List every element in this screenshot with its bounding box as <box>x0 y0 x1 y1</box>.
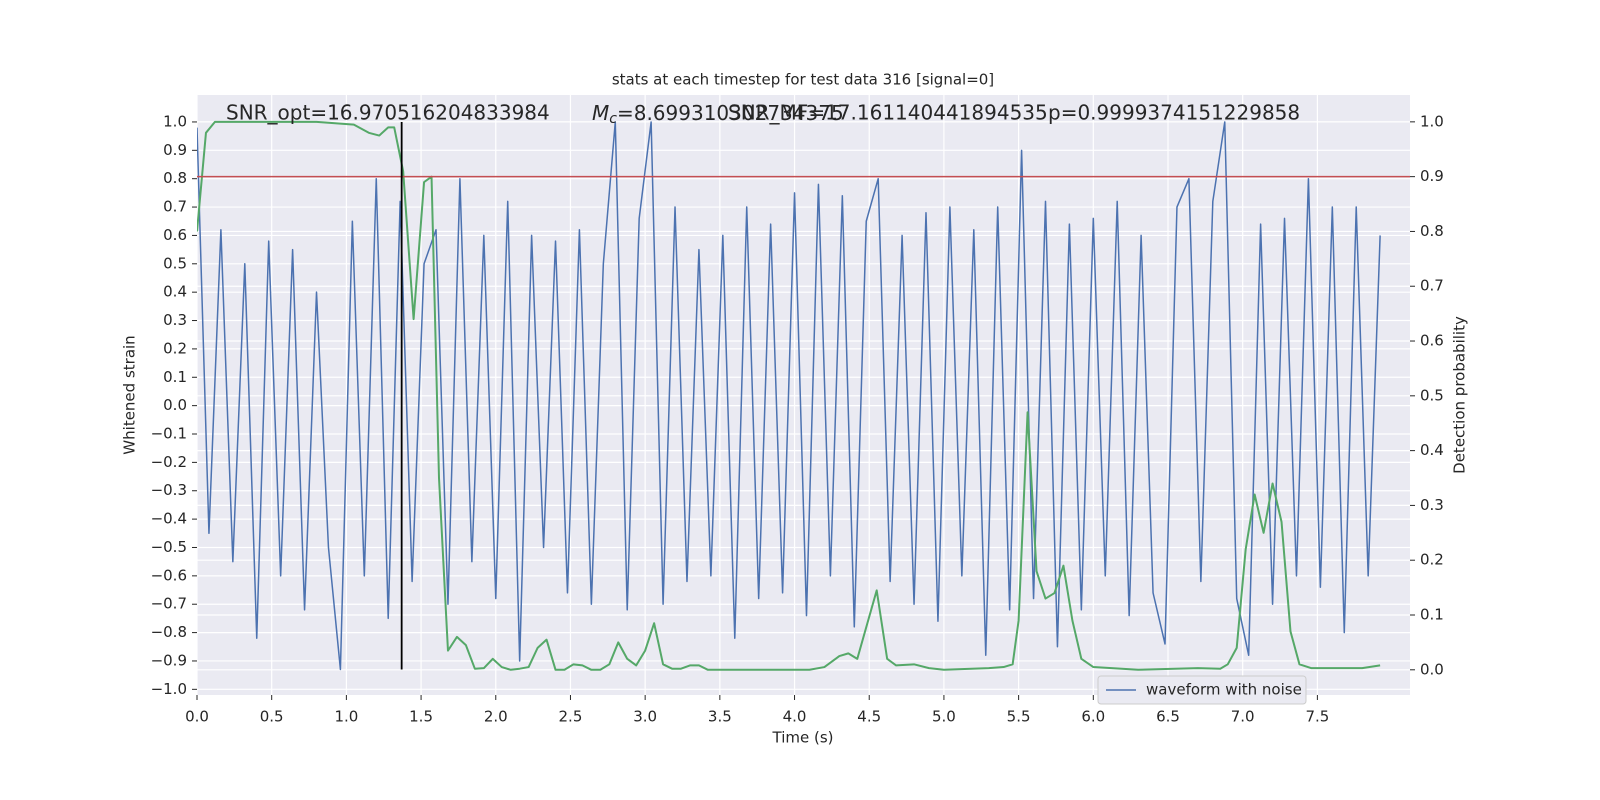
y-tick-label: −0.2 <box>151 453 187 471</box>
y-tick-label: −0.6 <box>151 566 187 584</box>
x-tick-label: 7.0 <box>1231 708 1255 726</box>
x-tick-label: 1.5 <box>409 708 433 726</box>
y-tick-label: 0.8 <box>163 169 187 187</box>
annotation-text: =8.699310302734375 <box>617 101 844 125</box>
x-tick-label: 5.0 <box>932 708 956 726</box>
y2-tick-label: 1.0 <box>1420 112 1444 130</box>
y-tick-label: −0.8 <box>151 623 187 641</box>
annotation: SNR_MF=17.161140441894535 <box>728 101 1048 125</box>
y-tick-label: 0.3 <box>163 311 187 329</box>
annotation-subscript: c <box>609 111 617 127</box>
chart-title: stats at each timestep for test data 316… <box>612 71 994 89</box>
y-tick-label: 0.5 <box>163 254 187 272</box>
annotation: p=0.9999374151229858 <box>1048 101 1300 125</box>
y-tick-label: 0.2 <box>163 339 187 357</box>
y-axis-label: Whitened strain <box>121 335 139 454</box>
annotation: SNR_opt=16.970516204833984 <box>226 101 550 125</box>
plot-area <box>197 95 1410 695</box>
x-tick-label: 3.5 <box>708 708 732 726</box>
y2-tick-label: 0.5 <box>1420 386 1444 404</box>
x-tick-label: 5.5 <box>1007 708 1031 726</box>
y-tick-label: 0.0 <box>163 396 187 414</box>
x-tick-label: 2.5 <box>559 708 583 726</box>
y-tick-label: −0.4 <box>151 510 187 528</box>
x-tick-label: 4.5 <box>857 708 881 726</box>
y2-tick-label: 0.7 <box>1420 277 1444 295</box>
y-tick-label: 0.7 <box>163 198 187 216</box>
x-tick-label: 4.0 <box>783 708 807 726</box>
y2-tick-label: 0.0 <box>1420 660 1444 678</box>
y-tick-label: −0.5 <box>151 538 187 556</box>
x-tick-label: 6.0 <box>1081 708 1105 726</box>
x-tick-label: 7.5 <box>1305 708 1329 726</box>
y2-axis-label: Detection probability <box>1451 316 1469 474</box>
y2-tick-label: 0.4 <box>1420 441 1444 459</box>
y2-tick-label: 0.6 <box>1420 332 1444 350</box>
y2-tick-label: 0.2 <box>1420 551 1444 569</box>
y2-tick-label: 0.1 <box>1420 606 1444 624</box>
x-tick-label: 1.0 <box>334 708 358 726</box>
y-tick-label: 0.4 <box>163 283 187 301</box>
y-tick-label: −0.9 <box>151 651 187 669</box>
y-tick-label: 0.1 <box>163 368 187 386</box>
annotation: Mc=8.699310302734375 <box>592 101 844 128</box>
y-tick-label: −0.3 <box>151 481 187 499</box>
legend-box <box>1097 675 1307 705</box>
x-tick-label: 0.0 <box>185 708 209 726</box>
y-tick-label: 0.9 <box>163 141 187 159</box>
y-tick-label: −0.7 <box>151 595 187 613</box>
y-tick-label: 1.0 <box>163 112 187 130</box>
annotation-symbol: M <box>592 101 609 125</box>
probability-line <box>197 120 1381 671</box>
y2-tick-label: 0.9 <box>1420 167 1444 185</box>
x-axis-label: Time (s) <box>772 729 834 747</box>
y-tick-label: −1.0 <box>151 680 187 698</box>
waveform-line <box>197 121 1381 671</box>
x-tick-label: 6.5 <box>1156 708 1180 726</box>
labels: 0.0 0.5 1.0 1.5 2.0 2.5 3.0 3.5 4.0 4.5 5.0 5.5 6.0 6… <box>151 101 1444 726</box>
x-tick-label: 3.0 <box>633 708 657 726</box>
plot-marks <box>197 120 1410 671</box>
y-tick-label: 0.6 <box>163 226 187 244</box>
y2-tick-label: 0.8 <box>1420 222 1444 240</box>
y2-tick-label: 0.3 <box>1420 496 1444 514</box>
legend-label: waveform with noise <box>1146 681 1302 699</box>
x-tick-label: 0.5 <box>260 708 284 726</box>
x-tick-label: 2.0 <box>484 708 508 726</box>
y-tick-label: −0.1 <box>151 425 187 443</box>
